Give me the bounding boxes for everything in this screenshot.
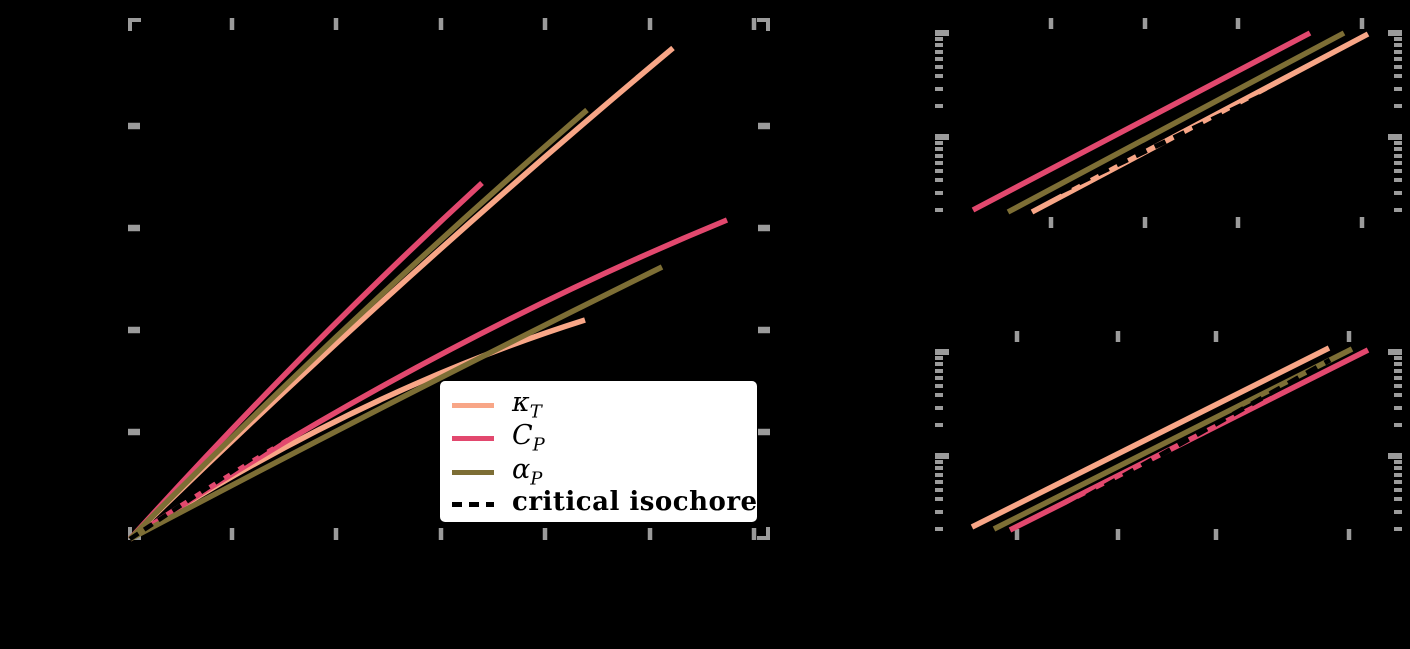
legend-item-critical-isochore: critical isochore [452, 488, 757, 521]
C_P-upper-line [127, 180, 484, 541]
legend-item-C-P: CP [452, 422, 743, 455]
top-right-panel [935, 18, 1402, 228]
legend-label-C-P: CP [512, 420, 545, 456]
legend-label-critical-isochore: critical isochore [512, 486, 758, 517]
bottom-right-panel [935, 331, 1402, 540]
main-panel [127, 18, 770, 542]
legend-item-alpha-P: αP [452, 453, 743, 489]
critical-isochore-line [1058, 53, 1347, 195]
C-P-line-swatch [452, 436, 494, 442]
legend-label-alpha-P: αP [512, 453, 543, 489]
kappa-T-line-swatch [452, 403, 494, 409]
legend-item-kappa-T: κT [452, 387, 743, 423]
kappa_T-line [970, 345, 1331, 530]
legend-label-kappa-T: κT [512, 387, 542, 423]
alpha_P-upper-line [128, 107, 589, 541]
legend: κT CP αP critical isochore [440, 381, 757, 522]
C_P-lower-line [128, 217, 729, 542]
critical-isochore-dashed-swatch [452, 502, 494, 508]
alpha_P-lower-line [128, 264, 664, 542]
alpha_P-line [992, 346, 1354, 532]
alpha_P-line [1006, 30, 1346, 215]
C_P-line [971, 30, 1312, 213]
critical-isochore-line [1048, 357, 1332, 520]
alpha-P-line-swatch [452, 469, 494, 475]
